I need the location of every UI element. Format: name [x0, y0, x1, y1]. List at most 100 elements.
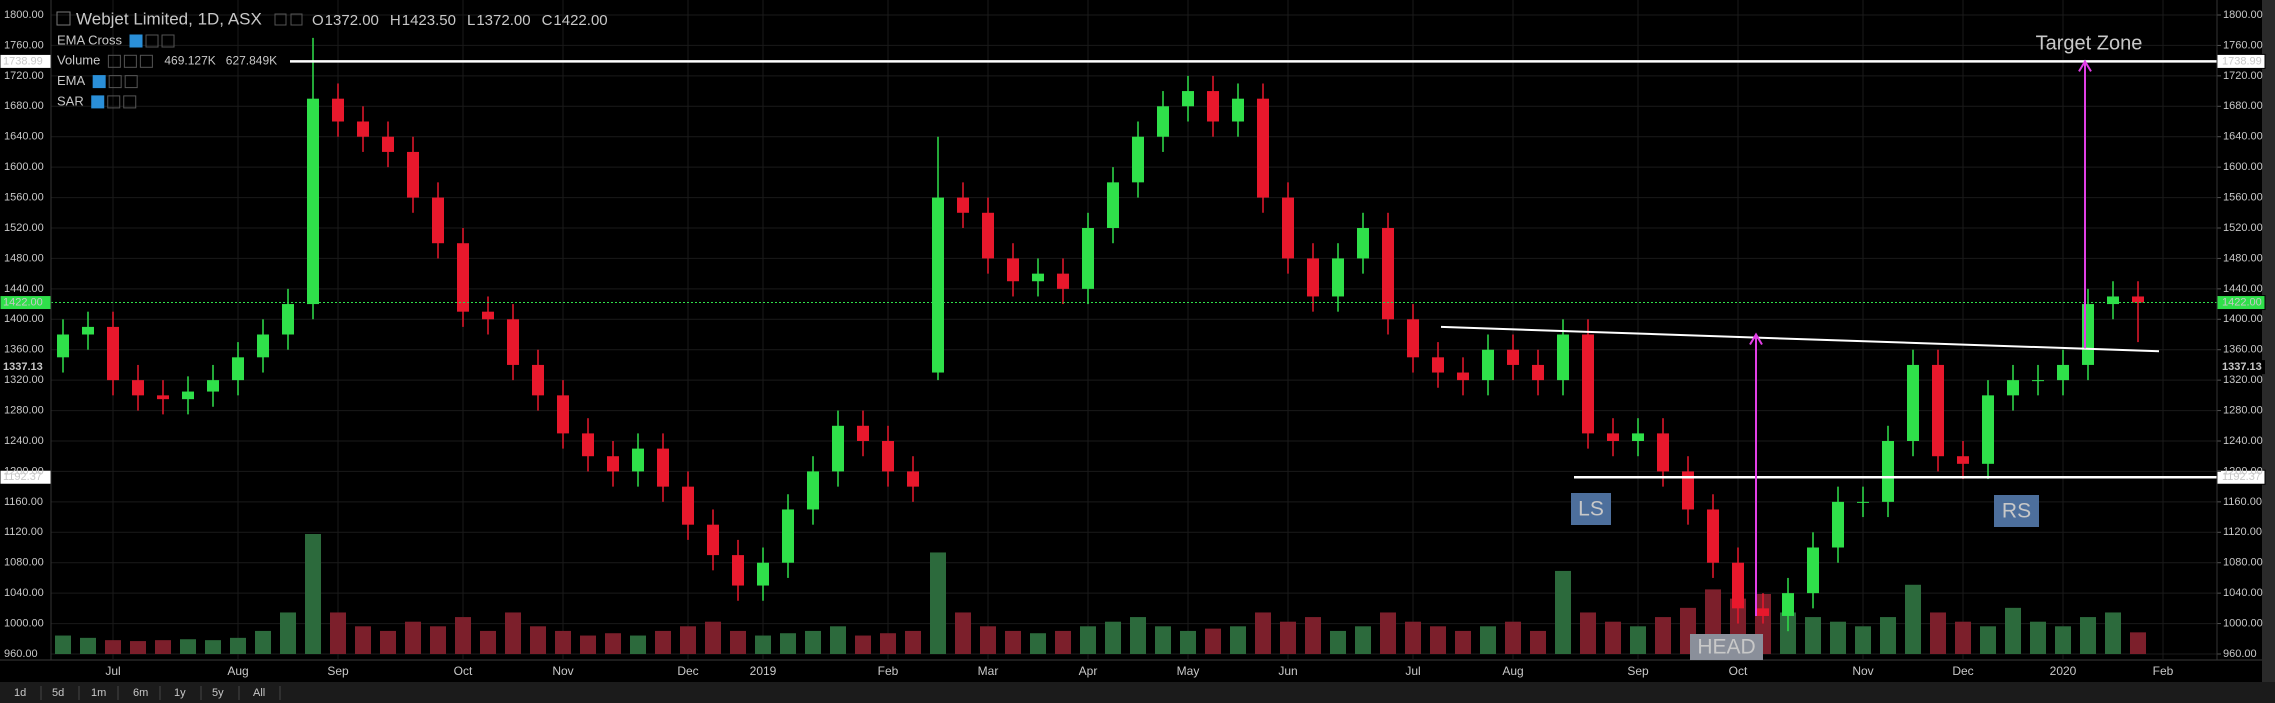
- candle-body: [1532, 364, 1544, 381]
- collapse-icon[interactable]: [56, 11, 71, 26]
- volume-bar: [1205, 628, 1221, 654]
- volume-bar: [1630, 626, 1646, 654]
- range-button[interactable]: All: [253, 687, 265, 699]
- indicator-icon[interactable]: [145, 34, 159, 48]
- indicator-icon[interactable]: [123, 54, 137, 68]
- volume-bar: [1230, 626, 1246, 654]
- range-button[interactable]: 1m: [91, 687, 106, 699]
- y-tick-label: 960.00: [2223, 648, 2257, 660]
- y-tick-label: 1000.00: [4, 617, 44, 629]
- x-tick-label: Oct: [454, 664, 473, 678]
- range-button[interactable]: 1d: [14, 687, 26, 699]
- volume-bar: [805, 630, 821, 654]
- indicator-icon[interactable]: [107, 54, 121, 68]
- volume-bar: [1655, 617, 1671, 654]
- volume-bar: [1605, 621, 1621, 654]
- chart-title: Webjet Limited, 1D, ASX: [76, 9, 262, 28]
- indicator-value: 627.849K: [226, 53, 277, 67]
- indicator-icon[interactable]: [107, 95, 121, 109]
- candle-body: [1757, 608, 1769, 616]
- volume-bar: [1580, 612, 1596, 654]
- x-tick-label: Nov: [1852, 664, 1873, 678]
- volume-bar: [230, 637, 246, 654]
- indicator-icon[interactable]: [123, 95, 137, 109]
- volume-bar: [2055, 626, 2071, 654]
- range-button[interactable]: 1y: [174, 687, 186, 699]
- y-tick-label: 1400.00: [2223, 313, 2263, 325]
- candle-body: [107, 326, 119, 381]
- indicator-icon[interactable]: [92, 75, 106, 89]
- indicator-icon[interactable]: [139, 54, 153, 68]
- volume-bar: [55, 635, 71, 654]
- legend: Webjet Limited, 1D, ASX: [56, 9, 303, 28]
- volume-bar: [1780, 612, 1796, 654]
- y-tick-label: 1000.00: [2223, 617, 2263, 629]
- volume-bar: [955, 612, 971, 654]
- candle-body: [1707, 509, 1719, 563]
- volume-bar: [680, 626, 696, 654]
- volume-bar: [380, 630, 396, 654]
- volume-bar: [705, 621, 721, 654]
- candle-body: [1582, 334, 1594, 434]
- volume-bar: [980, 626, 996, 654]
- candle-body: [857, 425, 869, 441]
- range-button[interactable]: 5d: [52, 687, 64, 699]
- volume-bar: [80, 637, 96, 654]
- candle-body: [1207, 91, 1219, 122]
- candle-body: [1432, 357, 1444, 373]
- range-button[interactable]: 5y: [212, 687, 224, 699]
- candle-body: [1157, 106, 1169, 137]
- candle-body: [957, 197, 969, 213]
- indicator-icon[interactable]: [124, 75, 138, 89]
- volume-bar: [280, 612, 296, 654]
- volume-bar: [1055, 630, 1071, 654]
- candle-body: [2007, 380, 2019, 396]
- volume-bar: [105, 640, 121, 654]
- indicator-icon[interactable]: [161, 34, 175, 48]
- candle-body: [1007, 258, 1019, 282]
- volume-bar: [1405, 621, 1421, 654]
- y-tick-label: 1480.00: [4, 252, 44, 264]
- volume-bar: [630, 635, 646, 654]
- ohlc-key: O: [312, 12, 324, 29]
- x-tick-label: Dec: [1952, 664, 1973, 678]
- price-box-label: 1422.00: [3, 296, 43, 308]
- y-tick-label: 1320.00: [4, 374, 44, 386]
- candle-body: [1732, 562, 1744, 609]
- indicator-value: 469.127K: [164, 53, 215, 67]
- indicator-icon[interactable]: [108, 75, 122, 89]
- candle-body: [57, 334, 69, 358]
- candle-body: [382, 136, 394, 152]
- volume-bar: [1280, 621, 1296, 654]
- pattern-label: HEAD: [1697, 636, 1755, 659]
- y-tick-label: 1360.00: [2223, 344, 2263, 356]
- indicator-icon[interactable]: [91, 95, 105, 109]
- y-tick-label: 1320.00: [2223, 374, 2263, 386]
- candle-body: [1482, 349, 1494, 381]
- ohlc-value: 1423.50: [402, 12, 456, 29]
- x-tick-label: Nov: [552, 664, 573, 678]
- candle-body: [757, 562, 769, 586]
- indicator-icon[interactable]: [129, 34, 143, 48]
- range-button[interactable]: 6m: [133, 687, 148, 699]
- y-tick-label: 1200.00: [4, 465, 44, 477]
- y-tick-label: 1440.00: [4, 283, 44, 295]
- pattern-label-box: [1690, 634, 1763, 660]
- candle-body: [1307, 258, 1319, 297]
- drawings: 1738.99 1738.99 1422.00 1422.00 1337.13 1337.…: [0, 32, 2266, 660]
- price-box: [0, 360, 51, 375]
- close-icon[interactable]: [290, 13, 303, 26]
- x-tick-label: May: [1177, 664, 1200, 678]
- x-tick-label: Mar: [978, 664, 999, 678]
- candle-body: [2032, 380, 2044, 382]
- candle-body: [707, 524, 719, 556]
- candle-body: [1607, 433, 1619, 441]
- candle-body: [1282, 197, 1294, 259]
- price-box-label: 1192.37: [3, 471, 42, 483]
- x-tick-label: Feb: [878, 664, 899, 678]
- settings-icon[interactable]: [274, 13, 287, 26]
- volume-bar: [1330, 630, 1346, 654]
- y-tick-label: 1600.00: [4, 161, 44, 173]
- indicator-name: EMA: [57, 73, 86, 88]
- x-tick-label: Aug: [1502, 664, 1523, 678]
